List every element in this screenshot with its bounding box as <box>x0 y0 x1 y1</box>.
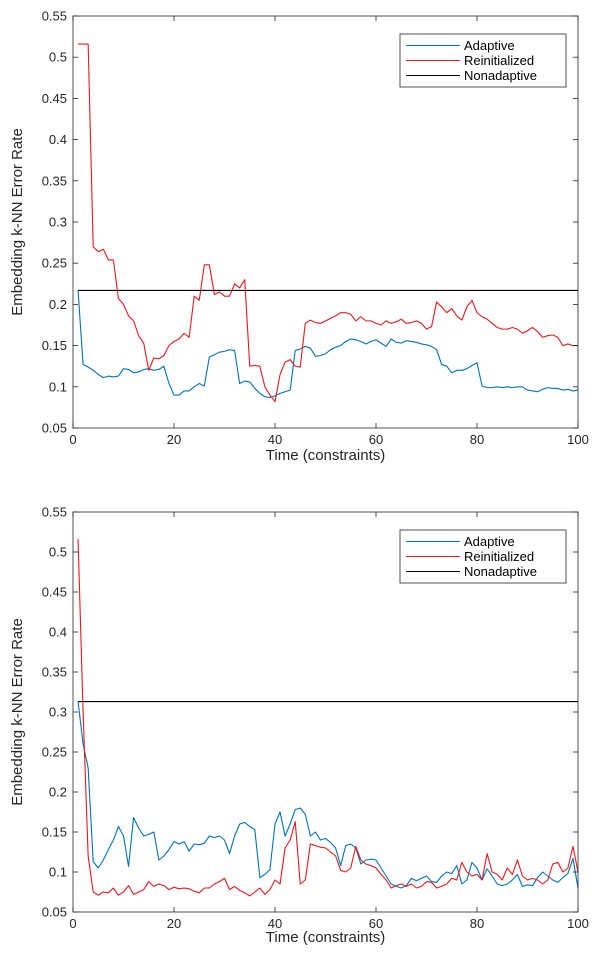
y-tick-label: 0.35 <box>42 665 67 680</box>
y-tick-label: 0.25 <box>42 745 67 760</box>
y-tick-label: 0.2 <box>49 785 67 800</box>
x-tick-label: 0 <box>69 916 76 931</box>
y-tick-label: 0.15 <box>42 825 67 840</box>
x-tick-label: 60 <box>369 432 383 447</box>
y-tick-label: 0.3 <box>49 705 67 720</box>
y-tick-label: 0.45 <box>42 91 67 106</box>
series-line-reinitialized <box>78 43 578 403</box>
y-tick-label: 0.4 <box>49 625 67 640</box>
y-tick-label: 0.5 <box>49 50 67 65</box>
y-tick-label: 0.25 <box>42 256 67 271</box>
y-tick-label: 0.35 <box>42 173 67 188</box>
legend-label-reinitialized: Reinitialized <box>464 53 534 68</box>
series-line-adaptive <box>77 701 579 889</box>
y-tick-label: 0.45 <box>42 585 67 600</box>
x-axis-label: Time (constraints) <box>266 929 385 946</box>
y-tick-label: 0.15 <box>42 338 67 353</box>
x-tick-label: 100 <box>567 916 589 931</box>
y-axis-label: Embedding k-NN Error Rate <box>9 128 26 316</box>
legend-label-adaptive: Adaptive <box>464 38 515 53</box>
series-line-adaptive <box>77 290 579 399</box>
legend-label-nonadaptive: Nonadaptive <box>464 68 537 83</box>
x-axis-label: Time (constraints) <box>266 447 385 464</box>
legend-label-nonadaptive: Nonadaptive <box>464 564 537 579</box>
legend-label-reinitialized: Reinitialized <box>464 549 534 564</box>
x-tick-label: 40 <box>268 432 282 447</box>
y-tick-label: 0.5 <box>49 545 67 560</box>
x-tick-label: 80 <box>470 432 484 447</box>
x-tick-label: 20 <box>167 432 181 447</box>
y-tick-label: 0.55 <box>42 9 67 24</box>
chart-top: 0.05 0.1 0.15 0.2 0.25 0.3 0.35 0.4 0.45 0.5 0.55 0… <box>9 9 589 465</box>
y-tick-label: 0.4 <box>49 132 67 147</box>
legend-label-adaptive: Adaptive <box>464 534 515 549</box>
x-tick-label: 100 <box>567 432 589 447</box>
y-tick-label: 0.55 <box>42 505 67 520</box>
x-tick-label: 20 <box>167 916 181 931</box>
x-tick-label: 60 <box>369 916 383 931</box>
x-tick-label: 0 <box>69 432 76 447</box>
x-tick-label: 80 <box>470 916 484 931</box>
y-tick-label: 0.2 <box>49 297 67 312</box>
y-tick-label: 0.05 <box>42 905 67 920</box>
x-tick-label: 40 <box>268 916 282 931</box>
y-tick-label: 0.1 <box>49 865 67 880</box>
series-line-reinitialized <box>77 539 579 897</box>
y-tick-label: 0.3 <box>49 215 67 230</box>
y-tick-label: 0.1 <box>49 379 67 394</box>
chart-bottom: 0.05 0.1 0.15 0.2 0.25 0.3 0.35 0.4 0.45 0.5 0.55 0… <box>9 505 589 947</box>
y-axis-label: Embedding k-NN Error Rate <box>9 618 26 806</box>
y-tick-label: 0.05 <box>42 421 67 436</box>
